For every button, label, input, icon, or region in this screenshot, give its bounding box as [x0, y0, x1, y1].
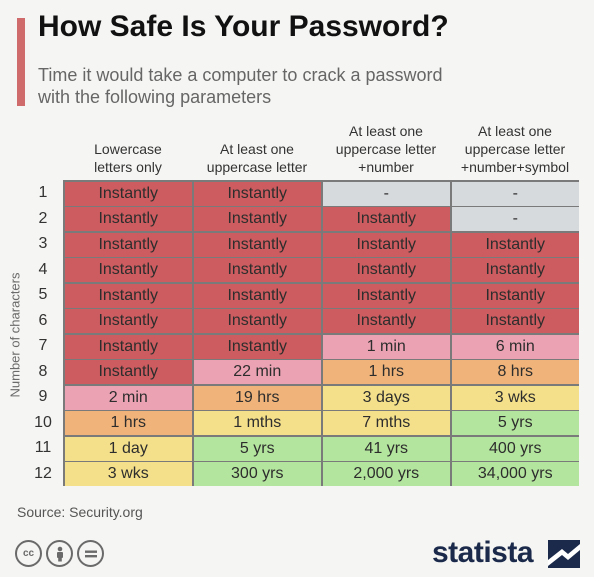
table-cell: Instantly: [322, 258, 450, 282]
column-header: Lowercase letters only: [60, 122, 196, 176]
table-cell: 2,000 yrs: [322, 462, 450, 486]
row-label: 3: [38, 235, 48, 252]
table-cell: 8 hrs: [451, 360, 579, 384]
table-cell: Instantly: [64, 258, 192, 282]
table-cell: Instantly: [64, 360, 192, 384]
row-label: 9: [38, 388, 48, 405]
table-cell: 1 min: [322, 334, 450, 359]
column-header-line: +number+symbol: [460, 159, 570, 175]
table-cell: -: [451, 207, 579, 231]
table-cell: Instantly: [193, 232, 321, 257]
column-header-line: Lowercase: [94, 141, 162, 157]
row-label: 6: [38, 311, 48, 329]
table-cell: Instantly: [451, 232, 579, 257]
y-axis-label-text: Number of characters: [7, 272, 23, 398]
column-header-line: uppercase letter: [335, 141, 437, 157]
column-header-line: uppercase letter: [206, 159, 308, 175]
row-label: 5: [38, 286, 48, 303]
column-header: At least one uppercase letter +number+symb…: [447, 122, 583, 176]
table-cell: 5 yrs: [451, 411, 579, 435]
table-cell: 2 min: [64, 385, 192, 410]
table-cell: Instantly: [451, 309, 579, 333]
column-header: At least one uppercase letter +number: [318, 122, 454, 176]
table-cell: 41 yrs: [322, 436, 450, 461]
row-label: 11: [34, 439, 52, 456]
table-cell: -: [322, 181, 450, 206]
table-cell: Instantly: [193, 181, 321, 206]
table-cell: 1 hrs: [64, 411, 192, 435]
row-label: 4: [38, 260, 48, 278]
statista-logo-icon: [548, 540, 580, 568]
table-cell: Instantly: [451, 283, 579, 308]
password-table: Instantly Instantly - - Instantly Instantly In…: [63, 180, 579, 486]
table-cell: Instantly: [193, 309, 321, 333]
column-header: At least one uppercase letter: [189, 122, 325, 176]
table-cell: Instantly: [193, 258, 321, 282]
column-header-line: At least one: [478, 123, 552, 139]
table-cell: Instantly: [322, 207, 450, 231]
chart-title: How Safe Is Your Password?: [38, 10, 449, 43]
table-cell: Instantly: [322, 283, 450, 308]
table-cell: 1 day: [64, 436, 192, 461]
row-label: 8: [38, 362, 48, 380]
row-label: 12: [34, 464, 52, 482]
row-label: 1: [38, 184, 48, 201]
table-cell: Instantly: [64, 283, 192, 308]
table-cell: 5 yrs: [193, 436, 321, 461]
table-cell: 1 mths: [193, 411, 321, 435]
table-cell: Instantly: [64, 181, 192, 206]
table-cell: Instantly: [322, 232, 450, 257]
table-cell: 6 min: [451, 334, 579, 359]
table-cell: 22 min: [193, 360, 321, 384]
table-cell: 300 yrs: [193, 462, 321, 486]
column-header-line: uppercase letter: [464, 141, 566, 157]
column-header-line: letters only: [94, 159, 162, 175]
table-cell: 34,000 yrs: [451, 462, 579, 486]
column-header-line: At least one: [349, 123, 423, 139]
attribution-icon[interactable]: [46, 540, 73, 567]
table-cell: Instantly: [64, 309, 192, 333]
source-note: Source: Security.org: [17, 504, 143, 520]
accent-bar: [17, 18, 25, 106]
column-header-line: At least one: [220, 141, 294, 157]
table-cell: Instantly: [64, 232, 192, 257]
table-cell: Instantly: [193, 207, 321, 231]
table-cell: 3 days: [322, 385, 450, 410]
table-cell: Instantly: [193, 334, 321, 359]
row-label: 7: [38, 337, 48, 354]
table-cell: Instantly: [64, 334, 192, 359]
license-icons: cc: [15, 540, 104, 567]
table-cell: Instantly: [322, 309, 450, 333]
table-cell: 400 yrs: [451, 436, 579, 461]
row-label: 2: [38, 209, 48, 227]
table-cell: 19 hrs: [193, 385, 321, 410]
no-derivatives-icon[interactable]: [77, 540, 104, 567]
table-cell: 3 wks: [451, 385, 579, 410]
table-cell: 7 mths: [322, 411, 450, 435]
table-cell: 1 hrs: [322, 360, 450, 384]
chart-subtitle: Time it would take a computer to crack a…: [38, 65, 443, 107]
column-header-line: +number: [358, 159, 414, 175]
table-cell: 3 wks: [64, 462, 192, 486]
creative-commons-icon[interactable]: cc: [15, 540, 42, 567]
table-cell: Instantly: [451, 258, 579, 282]
table-cell: Instantly: [193, 283, 321, 308]
table-cell: Instantly: [64, 207, 192, 231]
table-cell: -: [451, 181, 579, 206]
statista-logo[interactable]: statista: [432, 536, 534, 569]
row-label: 10: [34, 413, 52, 431]
